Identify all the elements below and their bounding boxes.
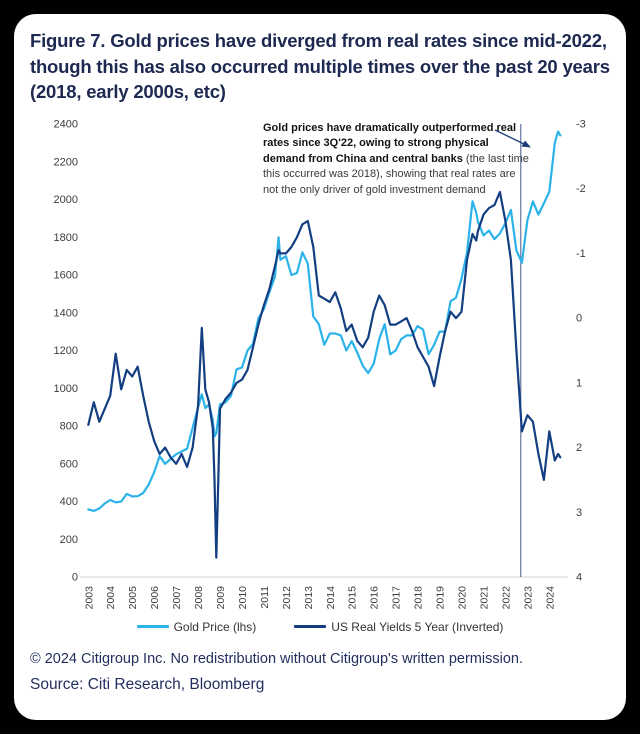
left-axis-tick-label: 1400 bbox=[54, 307, 78, 319]
annotation-normal-text: (the last time this occurred was 2018), … bbox=[263, 152, 529, 196]
chart-annotation: Gold prices have dramatically outperform… bbox=[263, 121, 531, 199]
chart-area: 0 200 400 600 800 1000 1200 1400 1600 1800 2000 220… bbox=[30, 110, 610, 615]
right-axis-tick-label: 0 bbox=[576, 312, 582, 324]
x-axis-year-label: 2012 bbox=[281, 585, 293, 609]
right-axis-tick-label: -3 bbox=[576, 118, 586, 130]
legend-label-real-yields: US Real Yields 5 Year (Inverted) bbox=[331, 619, 504, 634]
x-axis-year-label: 2015 bbox=[347, 585, 359, 609]
right-axis-tick-label: -1 bbox=[576, 247, 586, 259]
right-axis-tick-label: 4 bbox=[576, 571, 582, 583]
annotation-arrow-head bbox=[521, 140, 531, 148]
x-axis-year-label: 2024 bbox=[544, 585, 556, 609]
source-text: Source: Citi Research, Bloomberg bbox=[30, 675, 265, 693]
left-axis-tick-label: 0 bbox=[72, 571, 78, 583]
x-axis-year-label: 2003 bbox=[83, 585, 95, 609]
left-axis-tick-label: 1800 bbox=[54, 231, 78, 243]
left-axis-tick-label: 200 bbox=[60, 533, 78, 545]
legend-label-gold-price: Gold Price (lhs) bbox=[173, 619, 257, 634]
x-axis-year-label: 2013 bbox=[303, 585, 315, 609]
real-yields-line-swatch bbox=[294, 625, 327, 629]
gold-line-swatch bbox=[136, 625, 169, 629]
right-axis-tick-label: -2 bbox=[576, 183, 586, 195]
x-axis-year-label: 2021 bbox=[478, 585, 490, 609]
x-axis-year-label: 2005 bbox=[127, 585, 139, 609]
x-axis-year-label: 2019 bbox=[435, 585, 447, 609]
right-axis-tick-label: 1 bbox=[576, 377, 582, 389]
annotation-bold-text: Gold prices have dramatically outperform… bbox=[263, 121, 517, 165]
left-axis-tick-label: 2400 bbox=[54, 118, 78, 130]
left-axis-tick-label: 2200 bbox=[54, 156, 78, 168]
x-axis-year-label: 2017 bbox=[391, 585, 403, 609]
left-axis-tick-label: 2000 bbox=[54, 194, 78, 206]
left-axis-tick-label: 1200 bbox=[54, 345, 78, 357]
figure-title: Figure 7. Gold prices have diverged from… bbox=[30, 30, 610, 103]
chart-legend: Gold Price (lhs) US Real Yields 5 Year (… bbox=[30, 617, 610, 637]
legend-item-gold-price: Gold Price (lhs) bbox=[136, 619, 257, 634]
x-axis-year-label: 2004 bbox=[105, 585, 117, 609]
left-axis-tick-label: 400 bbox=[60, 496, 78, 508]
copyright-text: © 2024 Citigroup Inc. No redistribution … bbox=[30, 650, 523, 667]
x-axis-year-label: 2020 bbox=[457, 585, 469, 609]
x-axis-year-label: 2008 bbox=[193, 585, 205, 609]
x-axis-year-label: 2018 bbox=[413, 585, 425, 609]
figure-footer: © 2024 Citigroup Inc. No redistribution … bbox=[30, 651, 610, 694]
legend-item-real-yields: US Real Yields 5 Year (Inverted) bbox=[294, 620, 503, 634]
chart-canvas: 0200400600800100012001400160018002000220… bbox=[54, 118, 586, 609]
figure-card: Figure 7. Gold prices have diverged from… bbox=[14, 14, 626, 720]
x-axis-year-label: 2023 bbox=[522, 585, 534, 609]
right-axis-tick-label: 3 bbox=[576, 506, 582, 518]
x-axis-year-label: 2010 bbox=[237, 585, 249, 609]
real-yields-line bbox=[87, 190, 562, 559]
x-axis-year-label: 2006 bbox=[149, 585, 161, 609]
x-axis-year-label: 2009 bbox=[215, 585, 227, 609]
x-axis-year-label: 2007 bbox=[171, 585, 183, 609]
gold-price-line bbox=[87, 130, 562, 512]
x-axis-year-label: 2014 bbox=[325, 585, 337, 609]
left-axis-tick-label: 1000 bbox=[54, 382, 78, 394]
x-axis-year-label: 2022 bbox=[500, 585, 512, 609]
annotation-arrow-shaft bbox=[494, 128, 525, 145]
left-axis-tick-label: 800 bbox=[60, 420, 78, 432]
x-axis-year-label: 2016 bbox=[369, 585, 381, 609]
left-axis-tick-label: 1600 bbox=[54, 269, 78, 281]
left-axis-tick-label: 600 bbox=[60, 458, 78, 470]
x-axis-year-label: 2011 bbox=[259, 585, 271, 608]
right-axis-tick-label: 2 bbox=[576, 442, 582, 454]
